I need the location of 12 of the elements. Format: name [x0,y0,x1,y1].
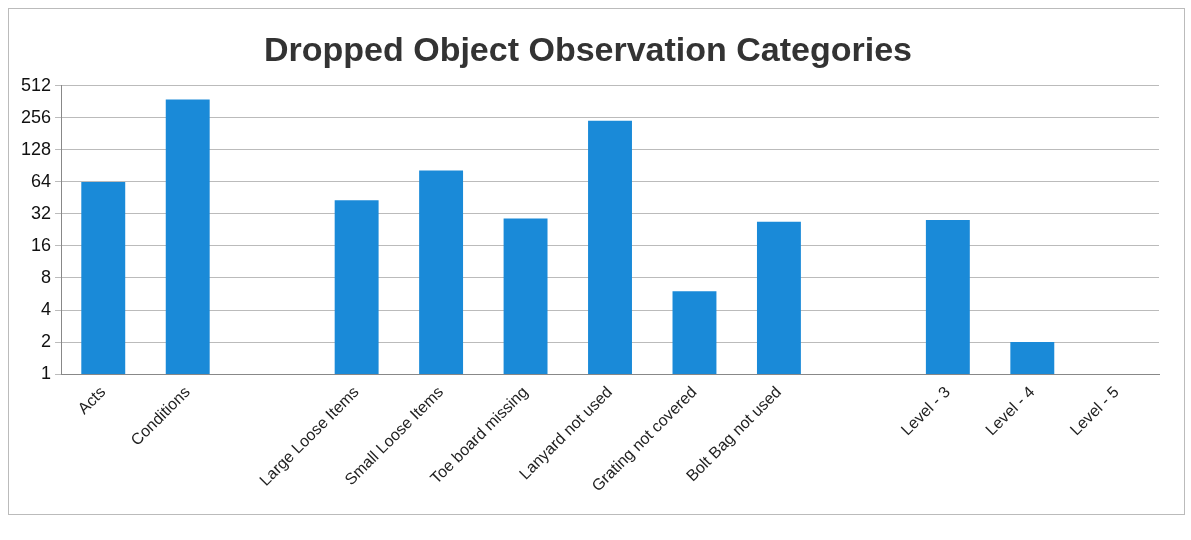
y-tick-label: 16 [31,234,52,255]
y-tick-label: 256 [20,106,52,127]
y-tick-label: 512 [20,74,52,95]
y-tick-label: 64 [31,170,52,191]
chart-title: Dropped Object Observation Categories [263,29,913,68]
x-tick-label: Acts [74,383,109,418]
y-tick-label: 8 [41,266,52,287]
y-tick-label: 32 [31,202,52,223]
y-tick-label: 128 [20,138,52,159]
y-tick-label: 2 [41,331,52,351]
y-tick-label: 4 [41,298,52,319]
y-tick-label: 1 [41,363,52,384]
